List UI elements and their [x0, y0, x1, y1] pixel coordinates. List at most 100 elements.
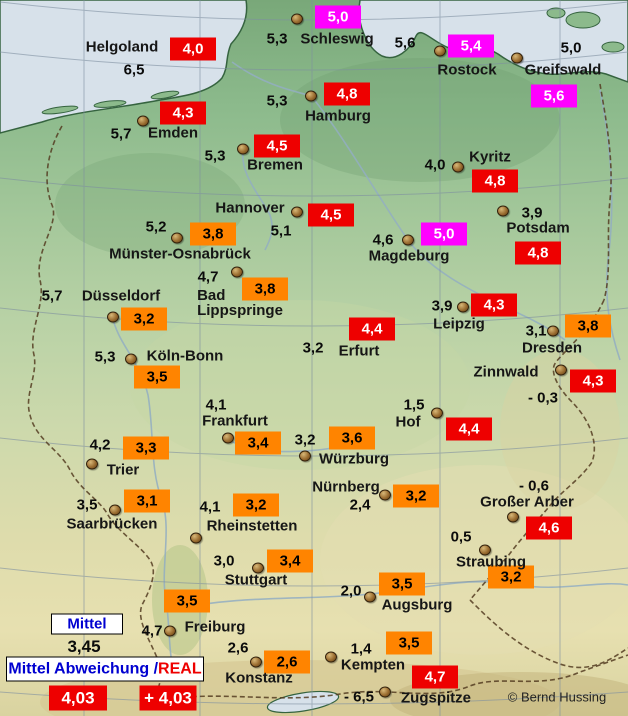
city-marker-rheinstetten [190, 532, 202, 544]
city-marker-trier [86, 458, 98, 470]
city-label-rostock: Rostock [437, 61, 497, 79]
station-plain-value-saarbruecken: 3,5 [76, 496, 98, 514]
station-plain-value-hof: 1,5 [403, 396, 425, 414]
city-marker-dresden [547, 325, 559, 337]
city-label-potsdam: Potsdam [506, 219, 570, 237]
station-plain-value-straubing: 0,5 [450, 528, 472, 546]
city-marker-stuttgart [252, 562, 264, 574]
station-plain-value-kyritz: 4,0 [424, 156, 446, 174]
station-colored-value-hannover: 4,5 [308, 203, 354, 227]
station-plain-value-hannover: 5,1 [270, 222, 292, 240]
station-colored-value-zugspitze: 4,7 [412, 665, 458, 689]
mittel-label: Mittel [67, 615, 107, 633]
station-colored-value-schleswig: 5,0 [315, 5, 361, 29]
abweichung-legend-box: Mittel Abweichung / REAL [6, 656, 204, 682]
station-plain-value-frankfurt: 4,1 [205, 396, 227, 414]
deviation-value-box: 4,03 [49, 685, 107, 711]
islands [41, 7, 625, 115]
city-label-erfurt: Erfurt [338, 342, 380, 360]
city-label-magdeburg: Magdeburg [368, 247, 450, 265]
station-colored-value-dresden: 3,8 [565, 314, 611, 338]
station-colored-value-zinnwald: 4,3 [570, 369, 616, 393]
city-marker-nuernberg [379, 489, 391, 501]
station-colored-value-augsburg: 3,5 [379, 572, 425, 596]
city-marker-greifswald [511, 52, 523, 64]
city-label-wuerzburg: Würzburg [319, 450, 389, 468]
station-colored-value-wuerzburg: 3,6 [329, 426, 375, 450]
city-marker-grosser-arber [507, 511, 519, 523]
city-marker-hamburg [305, 90, 317, 102]
station-plain-value-rheinstetten: 4,1 [199, 498, 221, 516]
station-plain-value-nuernberg: 2,4 [349, 496, 371, 514]
station-colored-value-stuttgart: 3,4 [267, 549, 313, 573]
station-plain-value-potsdam: 3,9 [521, 204, 543, 222]
city-label-zugspitze: Zugspitze [401, 689, 471, 707]
city-label-hof: Hof [395, 413, 421, 431]
station-colored-value-koeln-bonn: 3,5 [134, 365, 180, 389]
copyright-text: © Bernd Hussing [507, 689, 607, 705]
city-marker-bad-lippspringe [231, 266, 243, 278]
city-label-hamburg: Hamburg [305, 107, 371, 125]
real-value-box: + 4,03 [139, 685, 197, 711]
station-colored-value-frankfurt: 3,4 [235, 431, 281, 455]
station-plain-value-konstanz: 2,6 [227, 639, 249, 657]
city-label-schleswig: Schleswig [300, 30, 374, 48]
station-colored-value-freiburg: 3,5 [164, 589, 210, 613]
country-borders [27, 83, 628, 701]
station-colored-value-hof: 4,4 [446, 417, 492, 441]
station-plain-value-freiburg: 4,7 [141, 622, 163, 640]
city-marker-kempten [325, 651, 337, 663]
station-plain-value-wuerzburg: 3,2 [294, 431, 316, 449]
station-plain-value-helgoland: 6,5 [123, 61, 145, 79]
station-plain-value-kempten: 1,4 [350, 640, 372, 658]
station-plain-value-zugspitze: - 6,5 [343, 688, 375, 706]
city-label-rheinstetten: Rheinstetten [206, 517, 298, 535]
station-plain-value-erfurt: 3,2 [302, 339, 324, 357]
city-label-muenster-osnabrueck: Münster-Osnabrück [109, 245, 251, 263]
city-marker-schleswig [291, 13, 303, 25]
station-plain-value-duesseldorf: 5,7 [41, 287, 63, 305]
city-marker-rostock [434, 45, 446, 57]
city-label-trier: Trier [106, 461, 140, 479]
city-label-zinnwald: Zinnwald [473, 363, 539, 381]
station-colored-value-muenster-osnabrueck: 3,8 [190, 222, 236, 246]
city-label-dresden: Dresden [521, 339, 583, 357]
station-plain-value-magdeburg: 4,6 [372, 231, 394, 249]
city-label-kyritz: Kyritz [469, 148, 511, 166]
city-label-augsburg: Augsburg [381, 596, 453, 614]
station-colored-value-helgoland: 4,0 [170, 37, 216, 61]
city-marker-hof [431, 407, 443, 419]
station-colored-value-straubing: 3,2 [488, 565, 534, 589]
station-plain-value-hamburg: 5,3 [266, 92, 288, 110]
city-marker-bremen [237, 143, 249, 155]
city-marker-koeln-bonn [125, 353, 137, 365]
abweichung-label: Mittel Abweichung / [8, 660, 159, 677]
north-sea-water [0, 0, 248, 134]
real-label: REAL [158, 660, 202, 677]
city-marker-emden [137, 115, 149, 127]
city-label-kempten: Kempten [340, 656, 406, 674]
station-plain-value-bad-lippspringe: 4,7 [197, 268, 219, 286]
city-marker-zugspitze [379, 686, 391, 698]
station-colored-value-rostock: 5,4 [448, 34, 494, 58]
city-marker-zinnwald [555, 364, 567, 376]
station-plain-value-schleswig: 5,3 [266, 30, 288, 48]
station-plain-value-trier: 4,2 [89, 436, 111, 454]
city-marker-leipzig [457, 301, 469, 313]
station-colored-value-konstanz: 2,6 [264, 650, 310, 674]
station-plain-value-bremen: 5,3 [204, 147, 226, 165]
city-marker-duesseldorf [107, 311, 119, 323]
city-label-leipzig: Leipzig [433, 315, 485, 333]
city-marker-muenster-osnabrueck [171, 232, 183, 244]
station-colored-value-bremen: 4,5 [254, 134, 300, 158]
city-label-nuernberg: Nürnberg [312, 478, 380, 496]
station-plain-value-stuttgart: 3,0 [213, 552, 235, 570]
city-label-bremen: Bremen [247, 156, 303, 174]
city-marker-kyritz [452, 161, 464, 173]
station-colored-value-emden: 4,3 [160, 101, 206, 125]
station-colored-value-magdeburg: 5,0 [421, 222, 467, 246]
city-label-freiburg: Freiburg [184, 618, 246, 636]
city-marker-potsdam [497, 205, 509, 217]
